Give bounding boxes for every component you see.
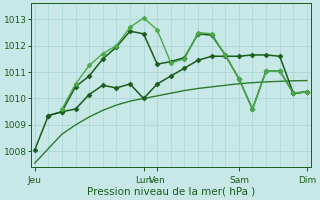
X-axis label: Pression niveau de la mer( hPa ): Pression niveau de la mer( hPa ) xyxy=(87,187,255,197)
